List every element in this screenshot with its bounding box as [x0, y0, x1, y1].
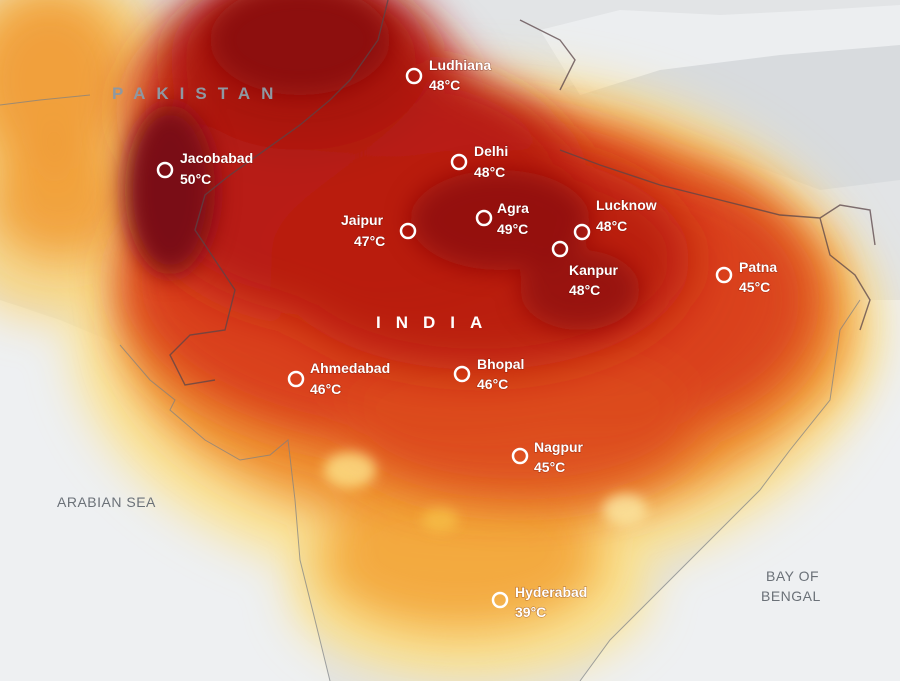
city-ludhiana: Ludhiana 48°C: [405, 56, 492, 94]
city-name-label: Kanpur: [569, 262, 619, 278]
heat-layer: [0, 0, 880, 680]
sea-label-bay-of-bengal-line1: BAY OF: [766, 568, 819, 584]
city-marker: [511, 447, 529, 465]
sea-label-arabian-sea: ARABIAN SEA: [57, 494, 156, 510]
city-name-label: Agra: [497, 200, 529, 216]
sea-label-bay-of-bengal-line2: BENGAL: [761, 588, 821, 604]
country-label-india: INDIA: [376, 313, 497, 332]
city-kanpur: Kanpur 48°C: [551, 240, 619, 299]
city-name-label: Patna: [739, 259, 777, 275]
city-temp-label: 47°C: [354, 233, 385, 249]
city-marker: [287, 370, 305, 388]
city-patna: Patna 45°C: [715, 258, 778, 296]
city-name-label: Delhi: [474, 143, 508, 159]
city-jaipur: Jaipur 47°C: [340, 211, 417, 250]
city-name-label: Bhopal: [477, 356, 524, 372]
city-bhopal: Bhopal 46°C: [453, 355, 525, 393]
city-temp-label: 45°C: [534, 459, 565, 475]
city-agra: Agra 49°C: [475, 199, 530, 238]
city-marker: [551, 240, 569, 258]
city-hyderabad: Hyderabad 39°C: [491, 583, 588, 621]
city-name-label: Ludhiana: [429, 57, 491, 73]
city-temp-label: 48°C: [596, 218, 627, 234]
city-ahmedabad: Ahmedabad 46°C: [287, 359, 391, 398]
city-marker: [453, 365, 471, 383]
city-marker: [405, 67, 423, 85]
city-name-label: Nagpur: [534, 439, 584, 455]
coastline: [0, 94, 861, 681]
city-temp-label: 48°C: [474, 164, 505, 180]
city-name-label: Hyderabad: [515, 584, 587, 600]
city-temp-label: 46°C: [310, 381, 341, 397]
city-jacobabad: Jacobabad 50°C: [156, 149, 254, 188]
city-delhi: Delhi 48°C: [450, 142, 509, 181]
city-temp-label: 48°C: [569, 282, 600, 298]
country-label-pakistan: PAKISTAN: [112, 84, 284, 103]
city-temp-label: 39°C: [515, 604, 546, 620]
city-marker: [573, 223, 591, 241]
city-name-label: Ahmedabad: [310, 360, 390, 376]
city-temp-label: 46°C: [477, 376, 508, 392]
city-marker: [475, 209, 493, 227]
city-temp-label: 45°C: [739, 279, 770, 295]
city-marker: [491, 591, 509, 609]
city-marker: [156, 161, 174, 179]
city-marker: [715, 266, 733, 284]
city-lucknow: Lucknow 48°C: [573, 196, 657, 241]
city-marker: [399, 222, 417, 240]
city-marker: [450, 153, 468, 171]
city-name-label: Jacobabad: [180, 150, 253, 166]
country-borders: [169, 0, 876, 386]
city-temp-label: 49°C: [497, 221, 528, 237]
city-nagpur: Nagpur 45°C: [511, 438, 584, 476]
city-temp-label: 50°C: [180, 171, 211, 187]
city-temp-label: 48°C: [429, 77, 460, 93]
city-name-label: Jaipur: [341, 212, 384, 228]
city-name-label: Lucknow: [596, 197, 657, 213]
